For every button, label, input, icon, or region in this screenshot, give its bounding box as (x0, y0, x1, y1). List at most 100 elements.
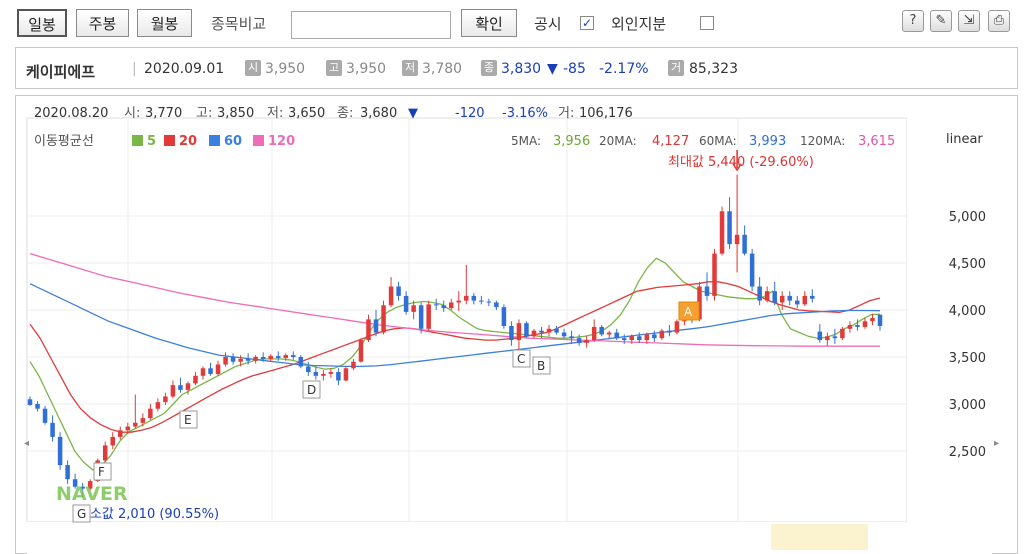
open-badge: 시 (245, 60, 261, 76)
period-weekly-button[interactable]: 주봉 (76, 9, 129, 37)
hover-close: 3,680 (360, 106, 397, 121)
candle-body (501, 307, 507, 326)
volume-badge: 거 (668, 60, 684, 76)
candle-body (659, 330, 665, 339)
candle-body (591, 326, 597, 341)
event-marker-g[interactable]: G (72, 504, 91, 523)
ma-line-5 (29, 257, 881, 471)
period-daily-button[interactable]: 일봉 (17, 9, 67, 37)
y-tick-label: 3,000 (949, 398, 986, 413)
candle-body (396, 286, 401, 296)
event-marker-d[interactable]: D (302, 380, 321, 399)
event-marker-c[interactable]: C (512, 349, 531, 368)
legend-label-120[interactable]: 120 (268, 134, 295, 149)
candle-body (140, 418, 146, 423)
ma120-value: 3,615 (858, 134, 895, 149)
candle-body (479, 300, 484, 302)
candle-body (283, 355, 289, 358)
open-value: 3,950 (265, 61, 306, 77)
candle-body (862, 321, 868, 327)
svg-text:G: G (77, 507, 86, 521)
candle-body (118, 430, 123, 437)
high-value: 3,950 (346, 61, 387, 77)
candle-body (351, 361, 356, 369)
legend-label-5[interactable]: 5 (147, 134, 156, 149)
candle-body (539, 330, 544, 333)
candle-body (80, 486, 85, 489)
candle-body (426, 304, 431, 329)
ma-line-60 (29, 283, 881, 368)
candle-body (110, 436, 115, 446)
ma60-value: 3,993 (749, 134, 786, 149)
hover-close-label: 종: (337, 106, 353, 121)
scroll-right-icon[interactable]: ▸ (994, 438, 999, 449)
print-icon[interactable]: ⎙ (988, 10, 1010, 32)
candle-body (817, 331, 823, 341)
legend-label-60[interactable]: 60 (224, 134, 242, 149)
scale-label[interactable]: linear (946, 132, 983, 147)
svg-text:B: B (537, 359, 545, 373)
legend-swatch-5 (132, 135, 143, 146)
foreign-ownership-checkbox[interactable] (700, 16, 714, 30)
candle-body (584, 340, 589, 343)
candle-body (486, 301, 492, 303)
ma5-value: 3,956 (553, 134, 590, 149)
event-marker-e[interactable]: E (179, 410, 198, 429)
candle-body (629, 336, 635, 341)
candle-body (727, 211, 732, 245)
candle-body (133, 422, 138, 427)
svg-text:D: D (307, 383, 316, 397)
candle-body (336, 372, 341, 381)
candle-body (734, 234, 740, 245)
close-badge: 종 (481, 60, 497, 76)
candle-body (230, 357, 236, 362)
hover-open: 3,770 (145, 106, 182, 121)
y-axis-ticks: 5,000 4,500 4,000 3,500 3,000 2,500 (949, 210, 986, 460)
candle-body (847, 325, 853, 329)
candle-body (268, 356, 273, 359)
candle-body (215, 364, 221, 374)
candle-body (313, 372, 319, 376)
candle-body (163, 396, 168, 403)
legend-label-20[interactable]: 20 (179, 134, 197, 149)
candle-body (223, 357, 228, 365)
candle-body (779, 295, 785, 303)
hover-high: 3,850 (217, 106, 254, 121)
change-percent: -2.17% (599, 61, 649, 77)
candle-body (569, 336, 574, 339)
candle-body (411, 305, 416, 312)
candle-body (448, 302, 454, 309)
help-icon[interactable]: ? (902, 10, 924, 32)
edit-icon[interactable]: ✎ (930, 10, 952, 32)
candle-body (652, 334, 657, 339)
event-marker-b[interactable]: B (532, 356, 551, 375)
event-marker-f[interactable]: F (93, 462, 112, 481)
candle-body (260, 357, 266, 359)
candle-body (358, 340, 364, 362)
svg-text:E: E (184, 413, 192, 427)
candle-body (50, 422, 55, 437)
legend-swatch-120 (253, 135, 264, 146)
confirm-button[interactable]: 확인 (461, 9, 517, 37)
candle-body (764, 291, 770, 301)
candle-body (373, 319, 379, 333)
candle-body (185, 383, 191, 390)
cursor-icon[interactable]: ⇲ (958, 10, 980, 32)
period-monthly-button[interactable]: 월봉 (137, 9, 192, 37)
candle-body (433, 304, 439, 306)
candle-body (749, 253, 755, 287)
candle-body (418, 305, 424, 329)
ma5-label: 5MA: (511, 134, 541, 148)
candle-body (810, 295, 815, 299)
svg-text:F: F (98, 465, 105, 479)
compare-input[interactable] (291, 11, 451, 39)
y-tick-label: 4,000 (949, 304, 986, 319)
candle-body (381, 305, 386, 333)
event-marker-a[interactable]: A (678, 301, 700, 321)
y-tick-label: 3,500 (949, 351, 986, 366)
scroll-left-icon[interactable]: ◂ (24, 438, 29, 449)
change-arrow: ▼ (547, 61, 558, 77)
disclosure-checkbox[interactable]: ✓ (580, 16, 594, 30)
low-value: 3,780 (422, 61, 463, 77)
